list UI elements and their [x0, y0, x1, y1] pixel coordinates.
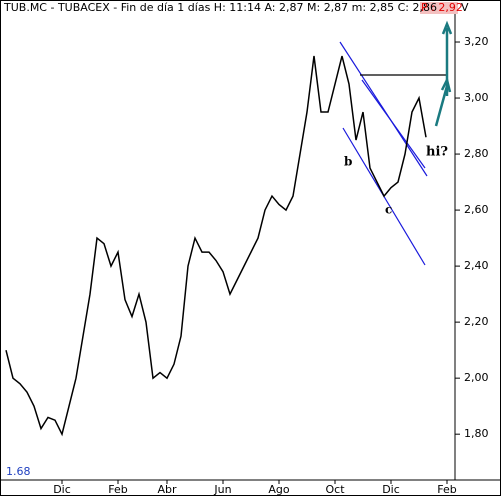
- trend-line: [361, 79, 426, 169]
- chart-title: TUB.MC - TUBACEX - Fin de día 1 días H: …: [3, 1, 437, 14]
- annotation: c: [385, 203, 392, 217]
- x-tick-label: Jun: [213, 483, 231, 496]
- price-highlight: P : 2,92: [421, 1, 463, 14]
- price-line: [5, 55, 427, 437]
- corner-label: 1.68: [6, 465, 31, 478]
- price-highlight-bg: [420, 2, 458, 14]
- y-tick-label: 2,20: [464, 315, 489, 328]
- y-tick-label: 2,40: [464, 259, 489, 272]
- trend-line: [339, 41, 428, 177]
- x-tick-label: Oct: [325, 483, 345, 496]
- annotation: b: [344, 155, 352, 169]
- x-tick-label: Feb: [437, 483, 456, 496]
- x-tick-label: Ago: [268, 483, 290, 496]
- y-tick-label: 1,80: [464, 427, 489, 440]
- y-tick-label: 3,20: [464, 35, 489, 48]
- annotation: hi?: [426, 145, 448, 160]
- arrow: [434, 76, 452, 127]
- x-tick-label: Dic: [382, 483, 400, 496]
- x-tick-label: Abr: [157, 483, 177, 496]
- y-tick-label: 2,60: [464, 203, 489, 216]
- y-tick-label: 2,00: [464, 371, 489, 384]
- title-tail: V: [461, 1, 469, 14]
- x-tick-label: Dic: [53, 483, 71, 496]
- y-tick-label: 3,00: [464, 91, 489, 104]
- y-tick-label: 2,80: [464, 147, 489, 160]
- x-tick-label: Feb: [108, 483, 127, 496]
